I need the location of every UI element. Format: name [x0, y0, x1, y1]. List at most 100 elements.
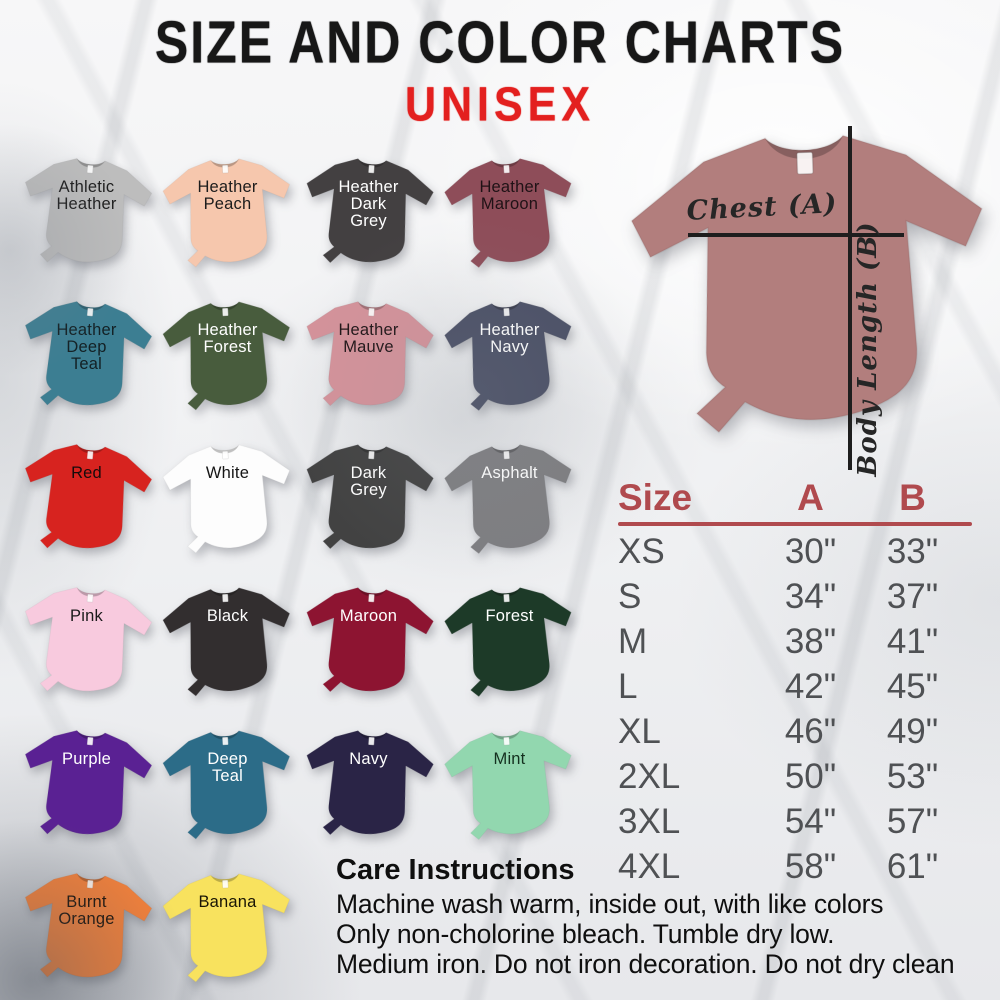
chest-cell: 46"	[784, 712, 837, 751]
shirt-red: Red	[16, 426, 157, 569]
shirt-purple: Purple	[16, 712, 157, 855]
size-cell: XL	[618, 712, 661, 751]
length-cell: 33"	[886, 532, 939, 571]
table-row: M 38" 41"	[618, 619, 972, 664]
shirt-banana: Banana	[157, 855, 298, 998]
length-cell: 53"	[886, 757, 939, 796]
table-row: XS 30" 33"	[618, 529, 972, 574]
table-row: L 42" 45"	[618, 664, 972, 709]
shirt-color-label: Heather Peach	[197, 177, 258, 213]
table-row: 4XL 58" 61"	[618, 844, 972, 889]
size-cell: 3XL	[618, 802, 681, 841]
tshirt-icon	[161, 870, 295, 984]
shirt-color-label: Banana	[198, 892, 257, 911]
shirt-navy: Navy	[298, 712, 439, 855]
shirt-color-label: Heather Forest	[197, 320, 258, 356]
header-chest-a: A	[797, 477, 824, 518]
shirt-color-label: Dark Grey	[350, 463, 387, 499]
unisex-subtitle: UNISEX	[404, 78, 596, 132]
care-line: Only non-cholorine bleach. Tumble dry lo…	[336, 918, 835, 949]
shirt-mint: Mint	[439, 712, 580, 855]
shirt-forest: Forest	[439, 569, 580, 712]
shirt-heather-forest: Heather Forest	[157, 283, 298, 426]
shirt-black: Black	[157, 569, 298, 712]
shirt-maroon: Maroon	[298, 569, 439, 712]
care-heading: Care Instructions	[336, 854, 575, 886]
chest-cell: 50"	[784, 757, 837, 796]
tshirt-icon	[442, 440, 577, 556]
table-row: 3XL 54" 57"	[618, 799, 972, 844]
shirt-pink: Pink	[16, 569, 157, 712]
shirt-color-label: Red	[71, 463, 102, 482]
care-instructions: Care Instructions Machine wash warm, ins…	[336, 854, 1000, 980]
chest-cell: 34"	[784, 577, 837, 616]
header-length-b: B	[899, 477, 926, 518]
shirt-color-label: Athletic Heather	[56, 177, 117, 213]
table-row: 2XL 50" 53"	[618, 754, 972, 799]
shirt-heather-navy: Heather Navy	[439, 283, 580, 426]
chest-cell: 58"	[784, 847, 837, 886]
shirt-color-label: Navy	[349, 749, 388, 768]
size-cell: S	[618, 577, 642, 616]
length-cell: 61"	[886, 847, 939, 886]
tshirt-icon	[18, 725, 155, 843]
shirt-color-label: Purple	[62, 749, 111, 768]
body-length-measure-line	[848, 126, 852, 470]
shirt-color-label: Heather Deep Teal	[56, 320, 117, 373]
shirt-asphalt: Asphalt	[439, 426, 580, 569]
chest-cell: 54"	[784, 802, 837, 841]
page-title: SIZE AND COLOR CHARTS	[154, 9, 846, 76]
tshirt-large-icon	[627, 129, 991, 436]
length-cell: 45"	[886, 667, 939, 706]
shirt-heather-maroon: Heather Maroon	[439, 140, 580, 283]
size-cell: 2XL	[618, 757, 681, 796]
body-length-b-label: Body Length (B)	[853, 221, 883, 477]
shirt-color-label: Burnt Orange	[58, 892, 115, 928]
size-cell: M	[618, 622, 648, 661]
size-table-header-row: Size A B	[618, 477, 972, 521]
tshirt-icon	[301, 726, 436, 842]
shirt-heather-deep-teal: Heather Deep Teal	[16, 283, 157, 426]
tshirt-icon	[161, 441, 295, 555]
tshirt-icon	[442, 726, 577, 842]
shirt-color-label: Heather Dark Grey	[338, 177, 399, 230]
chest-cell: 38"	[784, 622, 837, 661]
shirt-color-label: Maroon	[339, 606, 398, 625]
shirt-color-label: Heather Mauve	[338, 320, 399, 356]
shirt-heather-dark-grey: Heather Dark Grey	[298, 140, 439, 283]
tshirt-icon	[442, 583, 577, 699]
shirt-heather-peach: Heather Peach	[157, 140, 298, 283]
table-row: XL 46" 49"	[618, 709, 972, 754]
shirt-dark-grey: Dark Grey	[298, 426, 439, 569]
shirt-color-label: White	[205, 463, 250, 482]
header-size: Size	[618, 477, 693, 518]
tshirt-icon	[18, 439, 155, 557]
shirt-color-label: Pink	[70, 606, 103, 625]
shirt-color-label: Heather Maroon	[479, 177, 540, 213]
care-line: Machine wash warm, inside out, with like…	[336, 889, 884, 919]
chest-cell: 30"	[784, 532, 837, 571]
table-row: S 34" 37"	[618, 574, 972, 619]
tshirt-icon	[161, 584, 295, 698]
shirt-color-label: Asphalt	[481, 463, 538, 482]
chest-cell: 42"	[784, 667, 837, 706]
shirt-deep-teal: Deep Teal	[157, 712, 298, 855]
length-cell: 57"	[886, 802, 939, 841]
measurement-shirt: Chest (A) Body Length (B)	[614, 94, 1000, 480]
care-line: Medium iron. Do not iron decoration. Do …	[336, 948, 955, 979]
shirt-color-label: Mint	[493, 749, 526, 768]
length-cell: 49"	[886, 712, 939, 751]
shirt-color-label: Forest	[485, 606, 534, 625]
size-table-rule	[618, 522, 972, 526]
length-cell: 41"	[886, 622, 939, 661]
shirt-white: White	[157, 426, 298, 569]
length-cell: 37"	[886, 577, 939, 616]
size-cell: L	[618, 667, 638, 706]
shirt-color-label: Deep Teal	[207, 749, 248, 785]
size-cell: XS	[618, 532, 665, 571]
tshirt-icon	[301, 583, 436, 699]
color-swatch-grid: Athletic Heather Heather Peach Heather D…	[16, 140, 580, 998]
chest-measure-line	[688, 233, 904, 237]
shirt-burnt-orange: Burnt Orange	[16, 855, 157, 998]
